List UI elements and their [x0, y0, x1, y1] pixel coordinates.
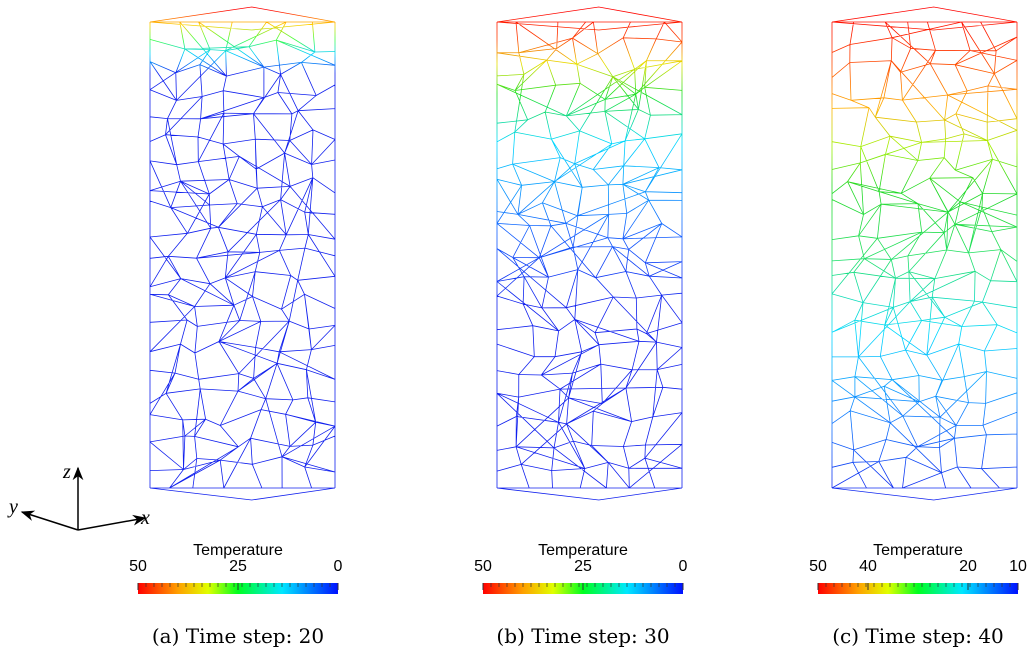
mesh	[149, 6, 336, 501]
colorbar-tick-label: 40	[859, 558, 877, 575]
y-label: y	[7, 496, 18, 518]
colorbar-tick-label: 0	[334, 558, 343, 575]
colorbar-title: Temperature	[873, 542, 963, 559]
x-label: x	[140, 507, 150, 529]
colorbar-title: Temperature	[193, 542, 283, 559]
y-arrow	[20, 510, 79, 531]
z-label: z	[62, 461, 71, 483]
colorbar-tick-label: 20	[959, 558, 977, 575]
colorbar-tick-label: 25	[574, 558, 592, 575]
colorbar-tick-label: 50	[809, 558, 827, 575]
colorbar-tick-label: 10	[1009, 558, 1027, 575]
axis-triad	[20, 466, 147, 531]
colorbar-tick-label: 25	[229, 558, 247, 575]
mesh	[496, 6, 683, 501]
x-arrow	[77, 514, 147, 531]
caption: (a) Time step: 20	[152, 624, 324, 648]
colorbar-tick-label: 50	[129, 558, 147, 575]
colorbar	[818, 583, 1018, 594]
colorbar-tick-label: 0	[679, 558, 688, 575]
colorbar-title: Temperature	[538, 542, 628, 559]
mesh	[831, 6, 1018, 501]
caption: (c) Time step: 40	[832, 624, 1004, 648]
caption: (b) Time step: 30	[496, 624, 669, 648]
colorbar-tick-label: 50	[474, 558, 492, 575]
